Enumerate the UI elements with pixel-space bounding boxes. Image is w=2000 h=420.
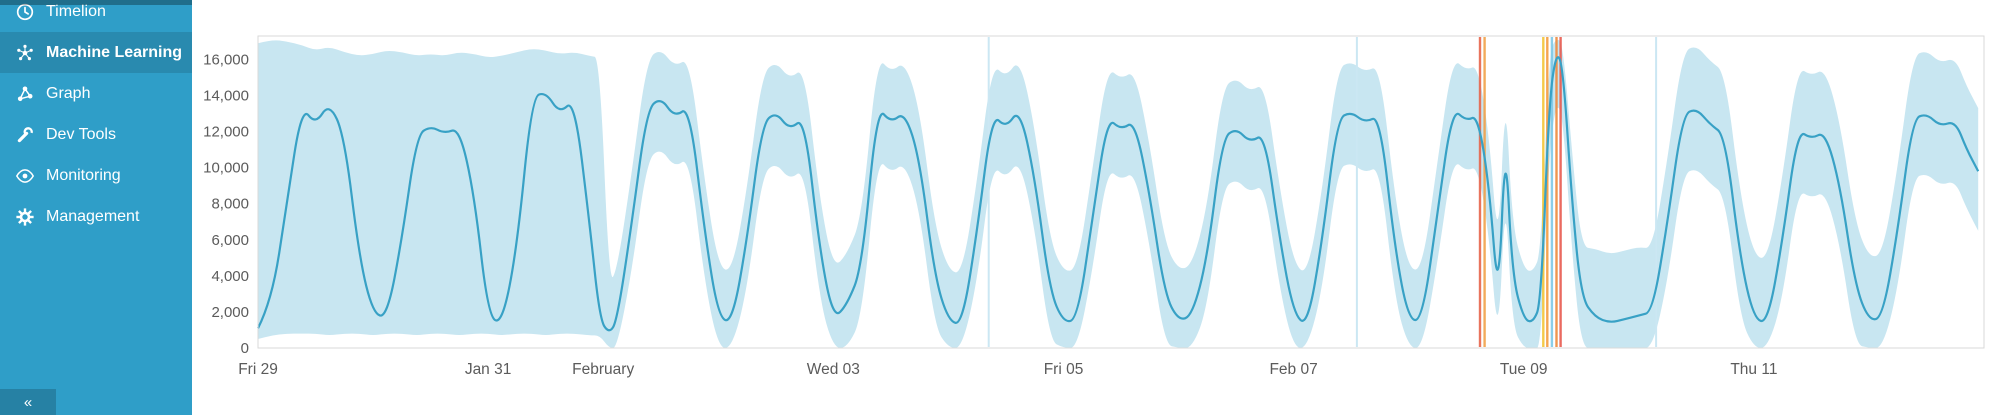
chart-panel: 0 2,000 4,000 6,000 8,000 10,000 12,000 14,000 1… — [192, 0, 2000, 415]
timeseries-chart[interactable]: 0 2,000 4,000 6,000 8,000 10,000 12,000 14,000 1… — [192, 0, 2000, 415]
y-axis-tick-label: 0 — [241, 340, 249, 357]
sidebar-item-graph[interactable]: Graph — [0, 73, 192, 114]
eye-icon — [15, 166, 35, 186]
x-axis-tick-label: Thu 11 — [1730, 361, 1777, 378]
x-axis-tick-label: Tue 09 — [1500, 361, 1548, 378]
sidebar-item-machine-learning[interactable]: Machine Learning — [0, 32, 192, 73]
y-axis-tick-label: 4,000 — [211, 268, 249, 285]
y-axis-tick-label: 2,000 — [211, 304, 249, 321]
sidebar-item-label: Management — [46, 207, 140, 225]
actual-value-line — [257, 56, 1980, 332]
sidebar-collapse-button[interactable]: « — [0, 389, 56, 415]
sidebar-item-label: Graph — [46, 84, 91, 102]
x-axis-tick-label: Feb 07 — [1269, 361, 1317, 378]
y-axis-tick-label: 10,000 — [203, 160, 249, 177]
wrench-icon — [15, 125, 35, 145]
sidebar-item-label: Monitoring — [46, 166, 121, 184]
y-axis-tick-label: 14,000 — [203, 88, 249, 105]
sidebar-top-cut-row — [0, 0, 192, 5]
sidebar-item-monitoring[interactable]: Monitoring — [0, 155, 192, 196]
sidebar-item-label: Dev Tools — [46, 125, 116, 143]
sidebar-item-management[interactable]: Management — [0, 196, 192, 237]
x-axis-tick-label: February — [572, 361, 634, 378]
graph-icon — [15, 84, 35, 104]
x-axis-tick-label: Fri 29 — [238, 361, 278, 378]
gear-icon — [15, 207, 35, 227]
sidebar-item-label: Machine Learning — [46, 43, 183, 61]
y-axis-tick-label: 6,000 — [211, 232, 249, 249]
x-axis-tick-label: Fri 05 — [1044, 361, 1084, 378]
plot-border — [257, 35, 1985, 349]
y-axis-tick-label: 16,000 — [203, 51, 249, 68]
x-axis-tick-label: Jan 31 — [465, 361, 512, 378]
x-axis-tick-label: Wed 03 — [807, 361, 860, 378]
sidebar-nav-list: Timelion Machine Learning Graph Dev Tools Mo… — [0, 0, 192, 237]
y-axis-tick-label: 8,000 — [211, 196, 249, 213]
machine-learning-icon — [15, 43, 35, 63]
sidebar-item-label: Timelion — [46, 2, 106, 20]
sidebar-item-dev-tools[interactable]: Dev Tools — [0, 114, 192, 155]
collapse-chevron-icon: « — [23, 393, 33, 411]
sidebar-item-timelion[interactable]: Timelion — [0, 0, 192, 32]
sidebar: Timelion Machine Learning Graph Dev Tools Mo… — [0, 0, 192, 415]
y-axis-tick-label: 12,000 — [203, 124, 249, 141]
model-bounds-band — [258, 39, 1979, 348]
clock-icon — [15, 2, 35, 22]
